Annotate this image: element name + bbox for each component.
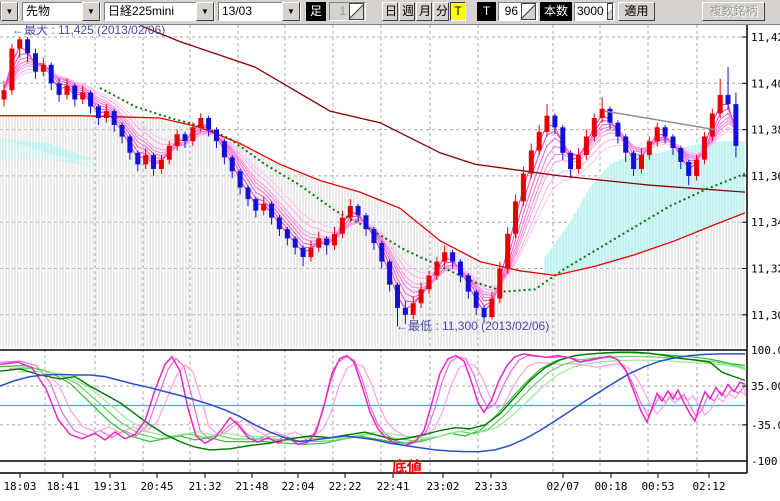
bar-count-spinner[interactable]: 3000	[574, 2, 615, 21]
period-month-button[interactable]: 月	[416, 2, 432, 21]
svg-text:11,425: 11,425	[751, 31, 780, 44]
svg-text:22:04: 22:04	[281, 480, 314, 493]
svg-text:11,325: 11,325	[751, 263, 780, 276]
instrument-type-select[interactable]: 先物 ▼	[22, 2, 101, 21]
tick-count-value: 96	[504, 4, 518, 18]
spinner-icon[interactable]	[521, 3, 536, 20]
apply-button[interactable]: 適用	[618, 2, 655, 21]
svg-text:11,365: 11,365	[751, 170, 780, 183]
spinner-icon[interactable]	[349, 3, 364, 20]
svg-text:←最大 : 11,425 (2013/02/06): ←最大 : 11,425 (2013/02/06)	[12, 23, 165, 37]
svg-text:00:53: 00:53	[641, 480, 674, 493]
svg-text:18:03: 18:03	[3, 480, 36, 493]
svg-text:21:32: 21:32	[188, 480, 221, 493]
svg-text:100.00: 100.00	[751, 344, 780, 357]
svg-text:20:45: 20:45	[140, 480, 173, 493]
hidden-combo-arrow[interactable]: ▼	[0, 2, 19, 21]
tick-count-spinner[interactable]: 96	[498, 2, 538, 21]
svg-text:02:12: 02:12	[692, 480, 725, 493]
period-tick-button[interactable]: T	[450, 2, 466, 21]
chevron-down-icon[interactable]: ▼	[82, 2, 100, 21]
svg-text:22:41: 22:41	[376, 480, 409, 493]
interval-value: 1	[339, 4, 346, 18]
instrument-type-value: 先物	[26, 4, 51, 18]
period-day-button[interactable]: 日	[382, 2, 398, 21]
svg-text:18:41: 18:41	[46, 480, 79, 493]
symbol-select[interactable]: 日経225mini ▼	[104, 2, 215, 21]
svg-text:←最低 : 11,300 (2013/02/06): ←最低 : 11,300 (2013/02/06)	[396, 319, 549, 333]
chevron-down-icon[interactable]: ▼	[1, 2, 18, 21]
svg-text:02/07: 02/07	[546, 480, 579, 493]
tick-label: T	[477, 2, 496, 21]
toolbar: ▼ 先物 ▼ 日経225mini ▼ 13/03 ▼ 足 1 日 週 月 分 T…	[0, 0, 780, 25]
bar-type-label: 足	[306, 2, 326, 21]
svg-text:22:22: 22:22	[328, 480, 361, 493]
svg-text:-100.0: -100.0	[751, 455, 780, 468]
svg-text:35.00: 35.00	[751, 380, 780, 393]
spinner-icon[interactable]	[606, 3, 613, 20]
contract-month-value: 13/03	[222, 4, 253, 18]
interval-spinner[interactable]: 1	[329, 2, 366, 21]
svg-text:23:33: 23:33	[474, 480, 507, 493]
svg-text:11,405: 11,405	[751, 77, 780, 90]
period-minute-button[interactable]: 分	[433, 2, 449, 21]
contract-month-select[interactable]: 13/03 ▼	[218, 2, 301, 21]
svg-text:00:18: 00:18	[594, 480, 627, 493]
symbol-value: 日経225mini	[108, 4, 175, 18]
svg-text:11,305: 11,305	[751, 309, 780, 322]
svg-text:-35.00: -35.00	[751, 419, 780, 432]
svg-text:23:02: 23:02	[426, 480, 459, 493]
svg-text:19:31: 19:31	[93, 480, 126, 493]
svg-text:11,345: 11,345	[751, 216, 780, 229]
multi-symbol-button[interactable]: 複数銘柄	[702, 2, 765, 21]
chevron-down-icon[interactable]: ▼	[282, 2, 300, 21]
svg-text:21:48: 21:48	[235, 480, 268, 493]
svg-text:底値: 底値	[392, 458, 422, 476]
chevron-down-icon[interactable]: ▼	[196, 2, 214, 21]
bar-count-label: 本数	[540, 2, 572, 21]
bar-count-value: 3000	[577, 4, 604, 18]
period-week-button[interactable]: 週	[399, 2, 415, 21]
svg-text:11,385: 11,385	[751, 124, 780, 137]
